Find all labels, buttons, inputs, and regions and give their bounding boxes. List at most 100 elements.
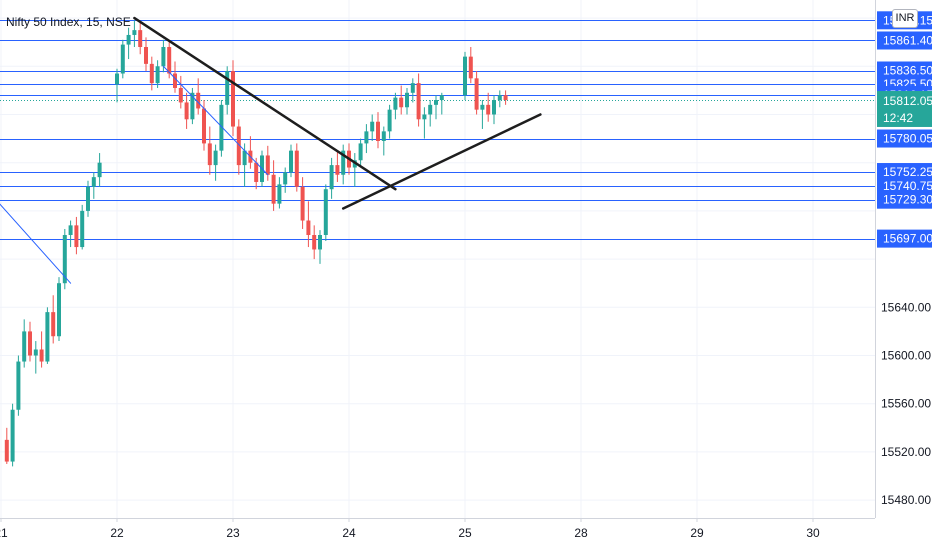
candle-body: [10, 409, 15, 462]
interval: 15: [86, 15, 100, 29]
candles: [4, 20, 508, 467]
candle-body: [161, 47, 166, 67]
candle-body: [335, 165, 340, 175]
currency-button[interactable]: INR: [892, 9, 918, 28]
time-tick-label: 21: [0, 526, 8, 540]
time-tick-label: 25: [458, 526, 472, 540]
price-level-tag-label: 15780.05: [883, 132, 932, 146]
candle-body: [358, 143, 363, 161]
candle-body: [399, 97, 404, 108]
candle-body: [410, 83, 415, 93]
price-level-tag: [877, 129, 932, 148]
title-separator-1: ,: [79, 15, 87, 29]
candle-body: [480, 104, 485, 110]
exchange: NSE: [106, 15, 131, 29]
candle-body: [492, 100, 496, 115]
time-tick-label: 22: [110, 526, 124, 540]
time-tick-label: 23: [226, 526, 240, 540]
candle-body: [149, 63, 154, 84]
candle-body: [167, 47, 172, 74]
candle-body: [468, 56, 473, 79]
candle-body: [196, 92, 201, 109]
candle-body: [231, 71, 235, 127]
symbol-name: Nifty 50 Index: [6, 15, 80, 29]
candle-body: [132, 30, 137, 35]
candle-body: [86, 186, 90, 211]
candle-body: [80, 210, 85, 248]
candle-body: [213, 150, 218, 166]
candle-body: [236, 126, 241, 166]
price-tick-label: 15480.00: [881, 493, 931, 507]
current-price-label: 15812.05: [883, 94, 932, 108]
candle-body: [254, 162, 259, 182]
candle-body: [173, 73, 177, 88]
price-level-tag-label: 15861.40: [883, 33, 932, 47]
candle-body: [486, 104, 491, 115]
candle-body: [97, 162, 102, 178]
title-separator-2: ,: [99, 15, 107, 29]
candle-body: [51, 312, 56, 337]
candle-body: [306, 220, 311, 235]
candle-body: [503, 95, 508, 101]
candle-body: [91, 177, 96, 187]
candle-body: [271, 174, 276, 204]
candle-body: [422, 114, 427, 120]
price-level-tag-label: 15729.30: [883, 193, 932, 207]
candle-body: [294, 150, 299, 187]
price-level-tag-label: 15697.00: [883, 232, 932, 246]
candle-body: [22, 331, 27, 362]
candle-body: [312, 235, 317, 250]
price-tick-label: 15560.00: [881, 397, 931, 411]
candle-body: [405, 92, 409, 108]
candle-body: [120, 44, 125, 74]
candle-body: [283, 172, 288, 185]
price-level-tag: [877, 190, 932, 209]
candle-body: [387, 109, 392, 132]
price-tick-label: 15520.00: [881, 445, 931, 459]
candle-body: [74, 225, 79, 248]
price-level-tag: [877, 163, 932, 182]
candle-body: [144, 47, 148, 64]
current-price-tag: [877, 90, 932, 127]
candle-body: [225, 71, 230, 105]
candle-body: [207, 143, 212, 166]
candle-body: [463, 56, 467, 96]
candle-body: [115, 73, 119, 85]
time-tick-label: 30: [806, 526, 820, 540]
price-tick-label: 15640.00: [881, 300, 931, 314]
candle-body: [416, 83, 421, 120]
trendline[interactable]: [162, 65, 269, 176]
price-level-tag-label: 15752.25: [883, 165, 932, 179]
price-level-tag: [877, 31, 932, 50]
candle-body: [138, 30, 143, 47]
horizontal-levels[interactable]: [0, 20, 875, 240]
trendline[interactable]: [0, 199, 72, 284]
candle-body: [39, 349, 44, 362]
candle-body: [370, 121, 375, 132]
candle-body: [62, 235, 67, 284]
trendline[interactable]: [341, 113, 542, 210]
candle-body: [178, 87, 183, 103]
candle-body: [184, 102, 189, 120]
bar-countdown-label: 12:42: [883, 111, 913, 125]
price-level-tag-label: 15740.75: [883, 179, 932, 193]
candle-body: [381, 131, 386, 141]
trendlines[interactable]: [0, 16, 542, 284]
trendline[interactable]: [133, 16, 397, 191]
candle-body: [155, 66, 160, 84]
price-level-tag: [877, 229, 932, 248]
candle-body: [4, 439, 9, 462]
price-tags: 15878.1515861.4015836.5015825.5015816.15…: [877, 11, 932, 248]
candle-body: [265, 155, 270, 175]
time-tick-label: 24: [342, 526, 356, 540]
candle-body: [126, 34, 131, 45]
candle-body: [329, 165, 334, 190]
candle-body: [376, 121, 380, 141]
candle-body: [57, 283, 61, 337]
candle-body: [318, 235, 322, 250]
candle-body: [289, 150, 293, 173]
candle-body: [300, 186, 305, 221]
